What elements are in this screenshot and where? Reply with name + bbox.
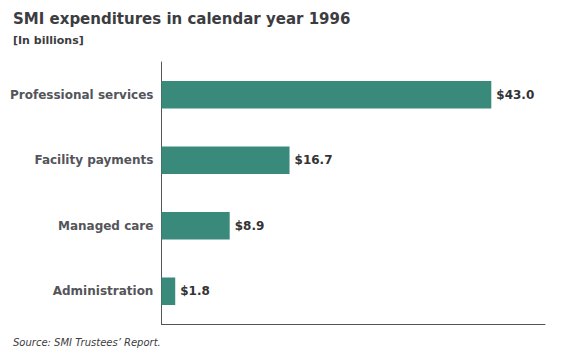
svg-text:SMI expenditures in calendar y: SMI expenditures in calendar year 1996 <box>13 10 350 28</box>
svg-text:$16.7: $16.7 <box>295 153 333 167</box>
svg-text:Professional services: Professional services <box>10 88 153 102</box>
svg-text:$8.9: $8.9 <box>235 219 265 233</box>
svg-text:$43.0: $43.0 <box>496 88 534 102</box>
svg-text:[In billions]: [In billions] <box>13 34 84 47</box>
svg-text:Facility payments: Facility payments <box>34 153 153 167</box>
svg-text:$1.8: $1.8 <box>180 284 210 298</box>
svg-text:Managed care: Managed care <box>58 219 153 233</box>
svg-text:Source: SMI Trustees’ Report.: Source: SMI Trustees’ Report. <box>13 337 161 348</box>
svg-text:Administration: Administration <box>53 284 154 298</box>
